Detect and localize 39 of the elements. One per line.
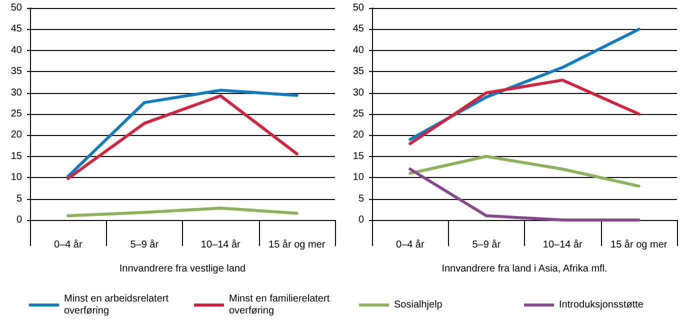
- y-tick-label: 45: [352, 24, 364, 35]
- legend-label: Sosialhjelp: [394, 300, 443, 310]
- y-tick-label: 50: [352, 2, 364, 14]
- y-tick-label: 10: [10, 172, 22, 184]
- y-tick-label: 35: [352, 66, 364, 78]
- y-tick-label: 35: [10, 66, 22, 78]
- y-tick-label: 15: [10, 150, 22, 162]
- y-tick-label: 0: [358, 214, 364, 226]
- y-tick-label: 5: [358, 193, 364, 204]
- legend-label: Introduksjonsstøtte: [559, 300, 644, 310]
- x-tick-label: 15 år og mer: [268, 238, 326, 250]
- line-series: [408, 154, 640, 188]
- x-tick-label: 15 år og mer: [610, 238, 668, 250]
- x-tick-label: 10–14 år: [200, 238, 242, 250]
- y-tick-label: 0: [16, 214, 22, 226]
- y-tick-label: 20: [352, 130, 364, 141]
- y-tick-label: 5: [16, 193, 22, 204]
- x-tick-label: 5–9 år: [472, 238, 502, 250]
- y-tick-label: 25: [10, 108, 22, 120]
- y-tick-label: 25: [352, 108, 364, 120]
- x-tick-label: 5–9 år: [130, 238, 160, 250]
- y-tick-label: 10: [352, 172, 364, 184]
- y-tick-label: 30: [10, 87, 22, 98]
- line-series: [408, 78, 640, 146]
- legend-label: Minst en familierelatert overføring: [229, 294, 332, 316]
- y-tick-label: 45: [10, 24, 22, 35]
- y-tick-label: 30: [352, 87, 364, 98]
- y-tick-label: 20: [10, 130, 22, 141]
- y-tick-label: 15: [352, 150, 364, 162]
- x-tick-label: 0–4 år: [396, 238, 425, 250]
- x-axis-title: Innvandrere fra land i Asia, Afrika mfl.: [442, 264, 608, 274]
- x-tick-label: 10–14 år: [542, 238, 584, 250]
- y-tick-label: 40: [10, 44, 22, 56]
- line-series: [66, 206, 298, 218]
- y-tick-label: 50: [10, 2, 22, 14]
- y-tick-label: 40: [352, 44, 364, 56]
- x-tick-label: 0–4 år: [54, 238, 83, 250]
- legend-label: Minst en arbeidsrelatert overføring: [64, 294, 172, 316]
- x-axis-title: Innvandrere fra vestlige land: [119, 264, 246, 274]
